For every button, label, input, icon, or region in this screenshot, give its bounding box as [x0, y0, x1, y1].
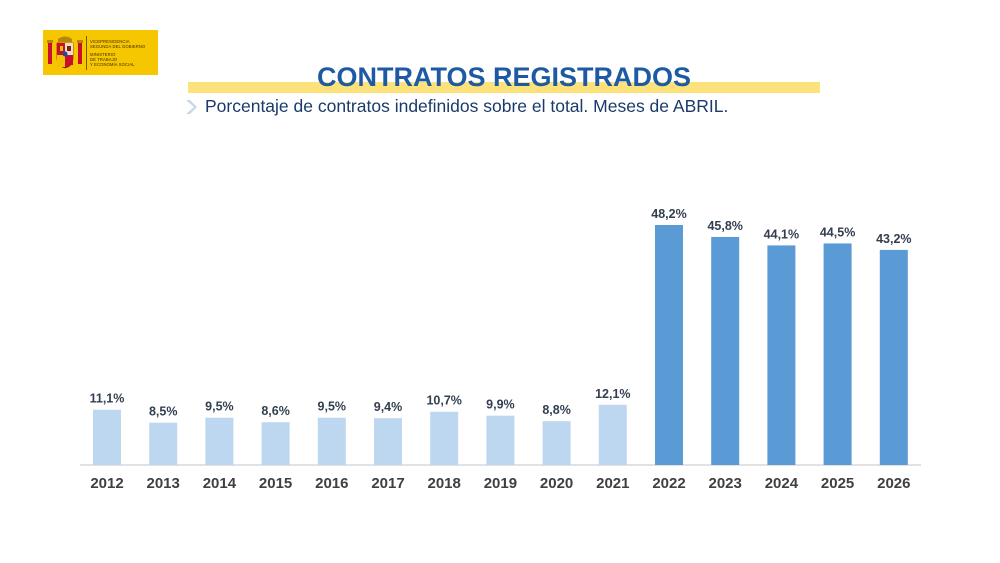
x-tick-label-2019: 2019: [484, 475, 517, 492]
data-label-2025: 44,5%: [820, 225, 855, 239]
bar-2013: [149, 422, 178, 465]
x-tick-label-2012: 2012: [90, 475, 123, 492]
data-label-2013: 8,5%: [149, 405, 178, 419]
bar-2024: [767, 245, 796, 465]
chevron-right-icon: [183, 98, 199, 116]
logo-line: VICEPRESIDENCIA: [90, 38, 130, 44]
spain-coat-of-arms-icon: [46, 34, 84, 72]
bar-2022: [655, 225, 683, 465]
bar-2012: [93, 409, 121, 465]
x-tick-label-2023: 2023: [709, 475, 742, 492]
x-tick-label-2026: 2026: [877, 475, 910, 492]
logo-line: DE TRABAJO: [90, 56, 118, 62]
x-tick-label-2013: 2013: [147, 475, 180, 492]
data-label-2023: 45,8%: [707, 219, 742, 233]
bar-2020: [542, 421, 571, 465]
data-label-2021: 12,1%: [595, 387, 630, 401]
bar-2021: [598, 404, 627, 465]
bar-2026: [879, 249, 908, 465]
x-tick-label-2015: 2015: [259, 475, 292, 492]
page-title: CONTRATOS REGISTRADOS: [316, 62, 692, 92]
subtitle-row: Porcentaje de contratos indefinidos sobr…: [183, 96, 728, 117]
x-tick-label-2021: 2021: [596, 475, 629, 492]
ministry-logo: VICEPRESIDENCIA SEGUNDA DEL GOBIERNO MIN…: [43, 30, 158, 75]
data-label-2012: 11,1%: [90, 392, 125, 406]
logo-line: Y ECONOMÍA SOCIAL: [90, 61, 135, 67]
data-label-2024: 44,1%: [764, 227, 799, 241]
logo-text: VICEPRESIDENCIA SEGUNDA DEL GOBIERNO MIN…: [86, 35, 146, 70]
bar-2018: [430, 411, 459, 465]
bar-2025: [823, 243, 852, 465]
bar-2023: [711, 236, 740, 465]
data-label-2022: 48,2%: [651, 207, 686, 221]
data-label-2016: 9,5%: [318, 400, 347, 414]
title-highlight-band: [188, 82, 820, 93]
logo-line: SEGUNDA DEL GOBIERNO: [90, 43, 146, 49]
data-label-2019: 9,9%: [486, 398, 515, 412]
bar-2016: [317, 417, 346, 465]
x-tick-label-2022: 2022: [652, 475, 685, 492]
data-label-2017: 9,4%: [374, 400, 403, 414]
chart-subtitle: Porcentaje de contratos indefinidos sobr…: [205, 96, 729, 116]
x-tick-label-2017: 2017: [371, 475, 404, 492]
x-tick-label-2025: 2025: [821, 475, 854, 492]
x-tick-label-2020: 2020: [540, 475, 573, 492]
x-tick-label-2024: 2024: [765, 475, 799, 492]
data-label-2026: 43,2%: [876, 232, 911, 246]
bar-2017: [374, 418, 402, 465]
data-label-2015: 8,6%: [261, 404, 290, 418]
x-tick-label-2016: 2016: [315, 475, 348, 492]
logo-line: MINISTERIO: [90, 51, 116, 57]
x-tick-label-2018: 2018: [428, 475, 461, 492]
bar-2014: [205, 417, 234, 465]
data-label-2020: 8,8%: [542, 403, 571, 417]
bar-2015: [261, 422, 290, 465]
x-tick-label-2014: 2014: [203, 475, 237, 492]
data-label-2014: 9,5%: [205, 400, 234, 414]
data-label-2018: 10,7%: [426, 394, 461, 408]
bar-2019: [486, 415, 515, 465]
